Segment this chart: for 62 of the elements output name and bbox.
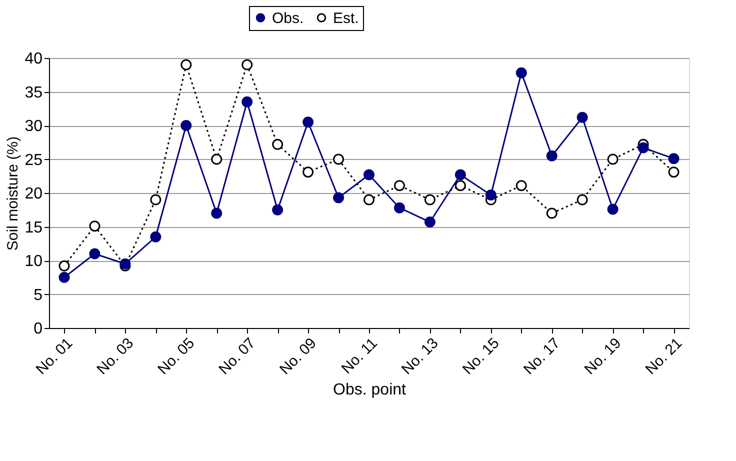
x-tick-label: No. 11 bbox=[338, 334, 381, 378]
x-tick-label: No. 05 bbox=[154, 334, 198, 378]
y-tick-label: 35 bbox=[24, 84, 43, 102]
x-tick-label: No. 21 bbox=[642, 334, 686, 378]
point bbox=[424, 216, 436, 228]
point bbox=[576, 194, 588, 206]
x-tick-label: No. 01 bbox=[32, 334, 76, 378]
point bbox=[546, 150, 558, 162]
x-tick-label: No. 13 bbox=[398, 334, 442, 378]
point bbox=[364, 169, 374, 180]
x-axis-title: Obs. point bbox=[333, 381, 407, 398]
point bbox=[150, 194, 162, 206]
point bbox=[89, 248, 100, 260]
point bbox=[394, 202, 405, 214]
point bbox=[180, 120, 192, 131]
point bbox=[364, 194, 374, 206]
point bbox=[333, 154, 344, 165]
y-tick-label: 25 bbox=[24, 152, 43, 169]
point bbox=[272, 138, 284, 150]
x-tick-label: No. 15 bbox=[459, 334, 503, 378]
point bbox=[211, 208, 222, 219]
point bbox=[211, 154, 222, 165]
y-axis-title: Soil moisture (%) bbox=[4, 136, 22, 251]
y-tick-label: 15 bbox=[24, 219, 43, 236]
legend-label: Obs. bbox=[272, 10, 304, 27]
point bbox=[302, 166, 314, 178]
point bbox=[607, 154, 618, 165]
x-tick-label: No. 09 bbox=[276, 334, 320, 378]
x-tick-label: No. 07 bbox=[216, 334, 259, 378]
y-tick-label: 10 bbox=[24, 253, 43, 270]
point bbox=[58, 260, 70, 272]
point bbox=[668, 166, 680, 178]
point bbox=[454, 169, 466, 180]
legend-label: Est. bbox=[333, 10, 359, 27]
point bbox=[272, 204, 284, 216]
point bbox=[180, 59, 192, 70]
point bbox=[58, 272, 70, 283]
point bbox=[546, 208, 558, 219]
point bbox=[516, 180, 527, 192]
point bbox=[333, 192, 344, 204]
x-tick-label: No. 03 bbox=[94, 334, 138, 378]
point bbox=[485, 190, 496, 201]
point bbox=[516, 67, 527, 78]
point bbox=[150, 231, 162, 242]
point bbox=[89, 220, 100, 232]
point bbox=[576, 112, 588, 123]
y-tick-label: 0 bbox=[34, 320, 43, 338]
y-tick-label: 30 bbox=[24, 118, 43, 135]
point bbox=[424, 194, 436, 206]
point bbox=[454, 180, 466, 192]
point bbox=[607, 204, 618, 215]
point bbox=[638, 142, 649, 154]
point bbox=[302, 116, 314, 128]
x-tick-label: No. 19 bbox=[581, 334, 625, 378]
x-tick-label: No. 17 bbox=[520, 334, 564, 378]
point bbox=[242, 96, 253, 108]
point bbox=[394, 180, 405, 192]
y-tick-label: 5 bbox=[34, 286, 43, 304]
point bbox=[668, 153, 680, 164]
point bbox=[242, 59, 253, 70]
y-tick-label: 20 bbox=[24, 186, 43, 202]
y-tick-label: 40 bbox=[24, 50, 43, 68]
